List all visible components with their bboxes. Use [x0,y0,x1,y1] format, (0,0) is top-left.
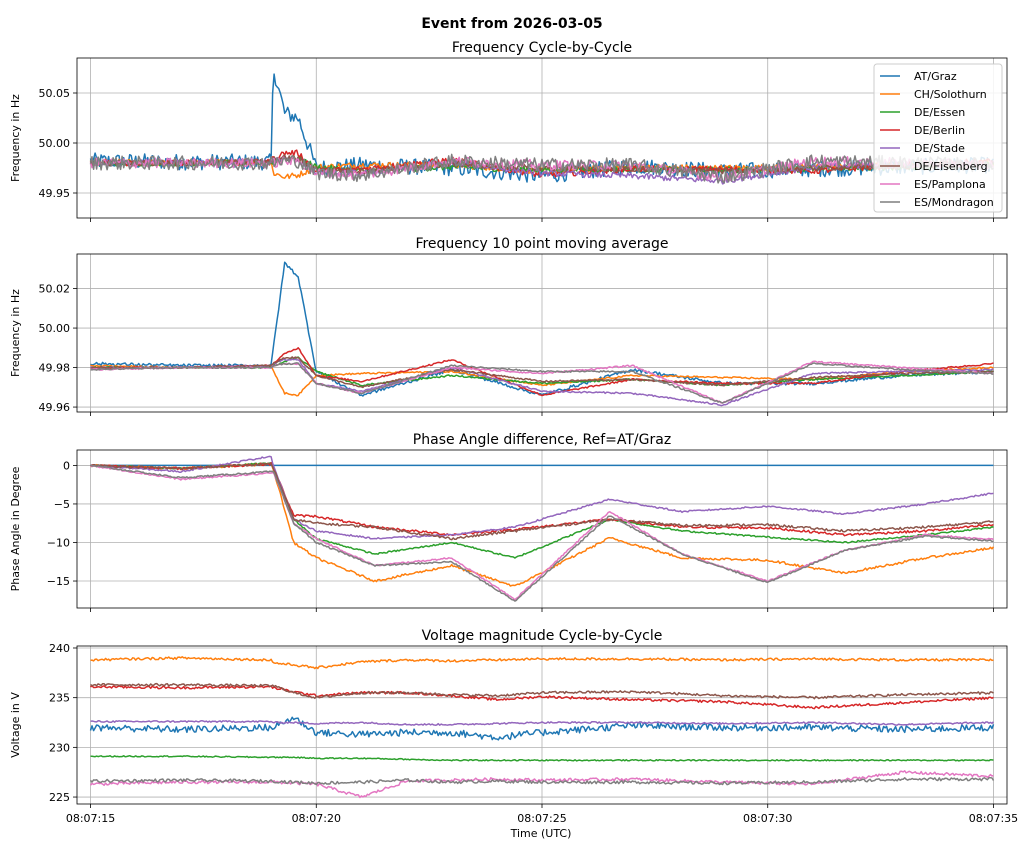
series-line-de-stade [90,719,995,726]
panel-title: Phase Angle difference, Ref=AT/Graz [413,432,671,448]
panel-title: Voltage magnitude Cycle-by-Cycle [422,628,663,644]
axes-frame [76,253,1008,413]
y-tick-label: −15 [47,575,70,588]
panel-1: 49.95 50.00 50.05 Frequency Cycle-by-Cycle F… [9,40,1008,222]
axes-frame [76,645,1008,805]
y-axis-label: Frequency in Hz [9,289,22,377]
y-tick-label: 50.05 [39,87,71,100]
legend-entry: ES/Pamplona [914,178,986,191]
legend-entry: DE/Eisenberg [914,160,988,173]
series-line-es-mondragon [90,362,994,404]
series-line-de-eisenberg [90,682,994,700]
y-tick-label: 49.95 [39,187,71,200]
series-line-at-graz [89,716,995,741]
y-tick-label: −5 [54,498,70,511]
panel-title: Frequency 10 point moving average [415,236,668,252]
series-line-es-mondragon [90,464,994,602]
x-tick-label: 08:07:35 [969,812,1018,825]
x-tick-label: 08:07:25 [517,812,566,825]
y-tick-label: 49.98 [39,362,71,375]
panel-title: Frequency Cycle-by-Cycle [452,40,632,56]
panel-4: 08:07:15 08:07:20 08:07:25 08:07:30 08:07:35… [9,628,1018,825]
legend: AT/Graz CH/Solothurn DE/Essen DE/Berlin DE/S… [873,63,1003,213]
y-tick-label: 50.00 [39,322,71,335]
legend-entry: AT/Graz [914,70,957,83]
y-tick-label: 50.02 [39,283,71,296]
y-tick-label: 225 [49,791,70,804]
figure-suptitle: Event from 2026-03-05 [421,16,602,32]
series-line-de-eisenberg [89,462,994,541]
y-tick-label: 50.00 [39,137,71,150]
series-line-de-stade [90,455,994,540]
series-group [89,656,995,799]
axes-frame [76,57,1008,219]
y-tick-label: 49.96 [39,401,71,414]
y-tick-label: 235 [49,692,70,705]
x-tick-label: 08:07:15 [66,812,115,825]
series-line-es-mondragon [89,153,994,184]
legend-entry: ES/Mondragon [914,196,994,209]
panel-2: 49.96 49.98 50.00 50.02 Frequency 10 point m… [9,236,1008,416]
x-axis-label: Time (UTC) [510,827,572,840]
y-tick-label: 240 [49,642,70,655]
legend-entry: DE/Berlin [914,124,965,137]
y-axis-label: Voltage in V [9,692,22,758]
legend-entry: DE/Stade [914,142,965,155]
series-line-ch-solothurn [90,656,994,670]
axes-frame [76,449,1008,609]
series-group [90,261,995,407]
panel-3: −15 −10 −5 0 Phase Angle difference, Ref=AT/… [9,432,1008,612]
series-line-de-essen [90,754,994,762]
x-tick-label: 08:07:30 [743,812,792,825]
y-tick-label: −10 [47,536,70,549]
series-line-es-mondragon [89,776,995,786]
y-tick-label: 0 [63,459,70,472]
legend-entry: CH/Solothurn [914,88,987,101]
series-group [89,73,995,185]
x-tick-label: 08:07:20 [292,812,341,825]
legend-box [873,63,1003,213]
series-line-de-eisenberg [90,356,994,389]
y-tick-label: 230 [49,741,70,754]
y-axis-label: Phase Angle in Degree [9,466,22,591]
series-group [89,455,995,602]
y-axis-label: Frequency in Hz [9,94,22,182]
legend-entry: DE/Essen [914,106,965,119]
series-line-de-berlin [90,684,994,710]
